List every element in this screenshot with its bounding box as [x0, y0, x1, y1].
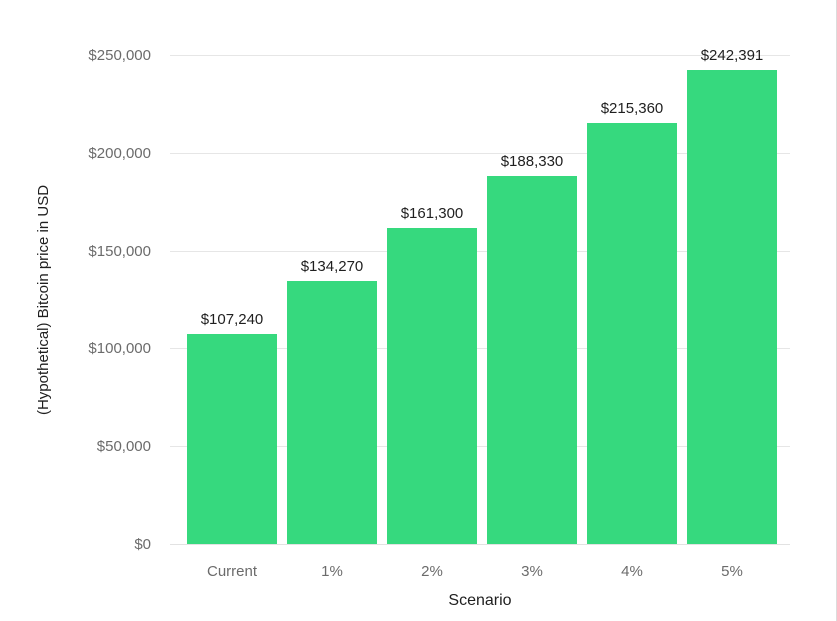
x-tick-label: 5% — [721, 563, 743, 580]
bar-value-label: $242,391 — [700, 47, 764, 64]
y-tick-label: $250,000 — [88, 47, 151, 64]
x-tick-label: 4% — [621, 563, 643, 580]
bar — [387, 228, 477, 544]
gridline — [170, 446, 790, 447]
gridline — [170, 55, 790, 56]
y-tick-label: $150,000 — [88, 243, 151, 260]
x-tick-label: 1% — [321, 563, 343, 580]
bar-value-label: $188,330 — [500, 153, 564, 170]
y-tick-label: $200,000 — [88, 145, 151, 162]
x-axis-line — [170, 544, 790, 545]
bar — [687, 70, 777, 544]
x-tick-label: 2% — [421, 563, 443, 580]
x-tick-label: Current — [206, 563, 258, 580]
y-tick-label: $0 — [134, 536, 151, 553]
x-axis-title: Scenario — [448, 592, 512, 609]
y-axis-title: (Hypothetical) Bitcoin price in USD — [35, 184, 52, 416]
bar — [187, 334, 277, 544]
bar-value-label: $107,240 — [200, 311, 264, 328]
gridline — [170, 348, 790, 349]
y-tick-label: $100,000 — [88, 340, 151, 357]
bar-value-label: $161,300 — [400, 205, 464, 222]
bar — [487, 176, 577, 544]
gridline — [170, 251, 790, 252]
gridline — [170, 153, 790, 154]
bar — [587, 123, 677, 544]
bar-value-label: $134,270 — [300, 258, 364, 275]
y-tick-label: $50,000 — [96, 438, 151, 455]
x-tick-label: 3% — [521, 563, 543, 580]
bar-value-label: $215,360 — [600, 100, 664, 117]
bar — [287, 281, 377, 544]
